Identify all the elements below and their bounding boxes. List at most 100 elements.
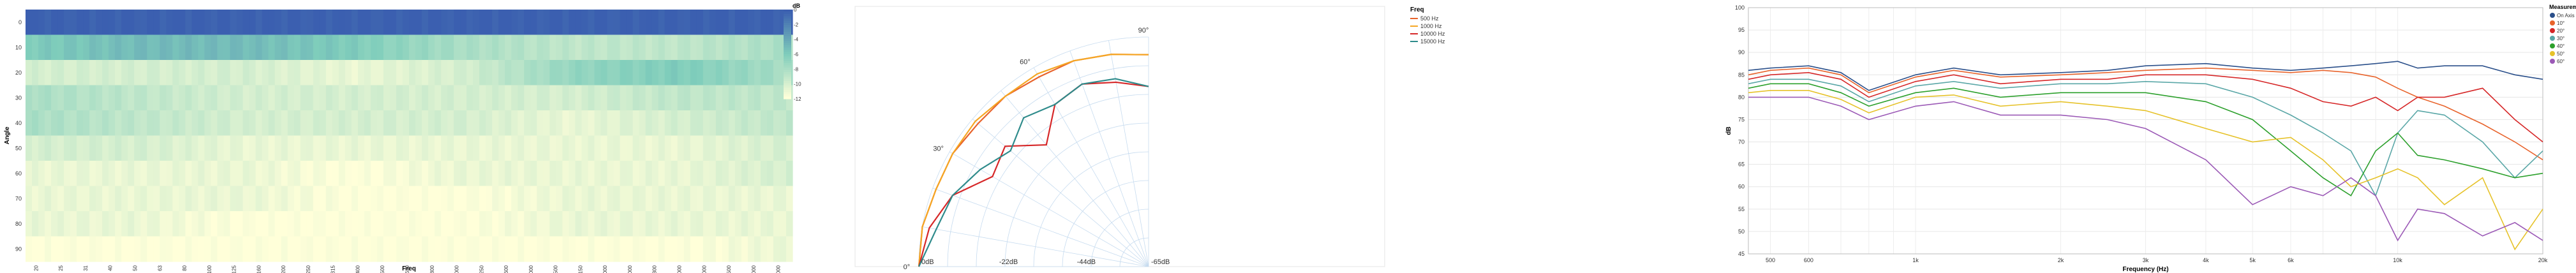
heatmap-cell [191,135,199,161]
heatmap-cell [651,10,659,36]
x-tick-label: 500 [380,265,385,273]
x-tick-label: 10k [2393,257,2402,263]
heatmap-cell [709,186,717,212]
heatmap-cell [556,10,563,36]
heatmap-cell [77,10,84,36]
colorbar-segment [784,78,791,82]
heatmap-cell [153,85,160,111]
heatmap-cell [338,236,346,262]
heatmap-cell [306,186,314,212]
polar-angle-label: 90° [1138,27,1149,34]
heatmap-cell [121,135,128,161]
x-tick-label: 1000 [454,265,460,273]
heatmap-cell [734,236,742,262]
heatmap-cell [594,110,602,136]
heatmap-cell [57,135,64,161]
heatmap-cell [319,10,327,36]
heatmap-cell [466,135,473,161]
heatmap-cell [370,186,378,212]
heatmap-cell [728,85,736,111]
heatmap-cell [134,135,141,161]
heatmap-cell [300,110,308,136]
heatmap-cell [498,135,505,161]
heatmap-cell [741,161,748,187]
heatmap-cell [639,34,646,61]
heatmap-cell [639,10,646,36]
heatmap-cell [306,161,314,187]
heatmap-cell [728,60,736,86]
heatmap-cell [632,186,640,212]
heatmap-cell [345,211,352,237]
heatmap-cell [505,186,512,212]
heatmap-cell [217,211,225,237]
x-tick-label: 1250 [479,265,484,273]
heatmap-cell [690,186,697,212]
heatmap-cell [306,110,314,136]
heatmap-cell [121,85,128,111]
heatmap-cell [766,186,774,212]
heatmap-cell [734,34,742,61]
heatmap-cell [498,161,505,187]
heatmap-cell [128,85,135,111]
heatmap-cell [236,236,244,262]
heatmap-cell [741,186,748,212]
heatmap-cell [626,110,634,136]
heatmap-cell [569,110,576,136]
heatmap-cell [779,211,787,237]
heatmap-cell [460,211,467,237]
colorbar-segment [784,20,791,24]
heatmap-cell [677,211,685,237]
heatmap-cell [543,85,550,111]
heatmap-cell [147,85,154,111]
heatmap-cell [773,110,780,136]
heatmap-cell [607,236,614,262]
heatmap-cell [281,10,288,36]
x-tick-label: 20k [2538,257,2548,263]
heatmap-cell [703,60,710,86]
heatmap-cell [498,34,505,61]
heatmap-cell [454,211,461,237]
heatmap-cell [517,236,525,262]
heatmap-cell [223,34,231,61]
heatmap-cell [26,135,33,161]
heatmap-cell [620,236,627,262]
heatmap-cell [703,186,710,212]
heatmap-cell [45,135,52,161]
heatmap-cell [166,186,173,212]
x-tick-label: 800 [429,265,435,273]
heatmap-cell [351,60,359,86]
heatmap-cell [313,85,320,111]
heatmap-cell [223,10,231,36]
heatmap-cell [466,34,473,61]
heatmap-cell [728,110,736,136]
heatmap-cell [45,161,52,187]
heatmap-cell [683,135,691,161]
heatmap-cell [530,211,537,237]
heatmap-cell [530,60,537,86]
polar-angle-label: 0° [904,263,911,271]
heatmap-cell [325,85,333,111]
heatmap-cell [364,161,371,187]
heatmap-cell [211,211,218,237]
heatmap-cell [115,186,122,212]
heatmap-cell [83,10,90,36]
heatmap-cell [466,110,473,136]
heatmap-cell [486,211,493,237]
heatmap-cell [179,34,186,61]
heatmap-cell [281,60,288,86]
heatmap-cell [696,211,704,237]
heatmap-cell [773,161,780,187]
x-tick-label: 12500 [726,265,732,273]
heatmap-cell [198,10,205,36]
y-axis-label: Angle [4,126,11,144]
heatmap-cell [517,211,525,237]
heatmap-cell [325,135,333,161]
heatmap-cell [505,85,512,111]
heatmap-cell [773,85,780,111]
heatmap-cell [338,60,346,86]
heatmap-cell [620,211,627,237]
heatmap-cell [511,34,518,61]
heatmap-cell [153,110,160,136]
heatmap-cell [45,186,52,212]
